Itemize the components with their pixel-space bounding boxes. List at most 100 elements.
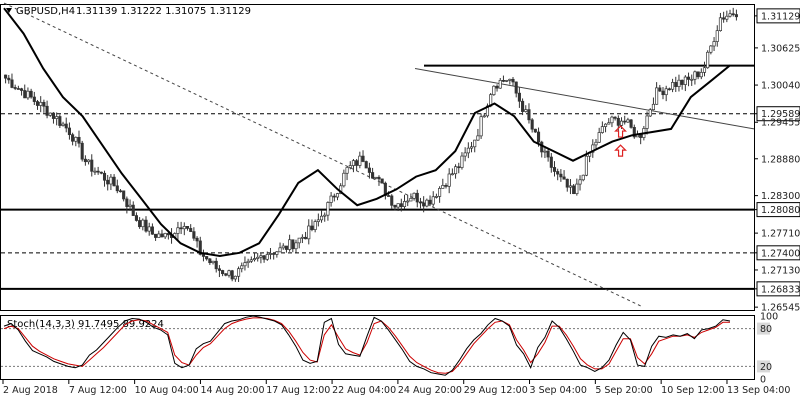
candle-body: [645, 115, 649, 129]
candle-body: [166, 233, 170, 236]
candle-body: [20, 88, 24, 91]
candle-body: [514, 81, 518, 94]
candle-body: [157, 233, 161, 238]
time-tick-label: 3 Sep 04:00: [530, 385, 587, 396]
time-tick-label: 17 Aug 12:00: [266, 385, 330, 396]
candle-body: [390, 195, 394, 206]
candle-body: [342, 172, 346, 187]
candle-body: [128, 204, 132, 207]
candle-body: [718, 17, 722, 32]
candle-body: [495, 85, 499, 89]
candle-body: [227, 270, 231, 276]
candle-body: [265, 254, 269, 260]
candle-body: [715, 30, 719, 42]
candle-body: [706, 51, 710, 69]
candle-body: [233, 275, 237, 280]
candle-body: [447, 173, 451, 187]
candle-body: [32, 96, 36, 102]
candle-body: [607, 122, 611, 125]
candle-body: [600, 126, 604, 133]
candle-body: [332, 195, 336, 198]
candle-body: [201, 254, 206, 257]
candle-body: [396, 203, 400, 208]
candle-body: [422, 202, 426, 207]
candle-body: [147, 226, 151, 232]
price-tick-label: 1.30040: [761, 81, 800, 92]
candle-body: [418, 201, 423, 204]
candle-body: [725, 15, 729, 20]
price-tick-label: 1.30625: [761, 43, 800, 54]
candle-body: [434, 196, 438, 198]
candle-body: [552, 167, 557, 172]
candle-body: [48, 112, 52, 116]
candle-body: [380, 178, 384, 184]
candle-body: [176, 227, 180, 234]
candle-body: [680, 79, 684, 85]
candle-body: [492, 85, 496, 96]
time-tick-label: 2 Aug 2018: [3, 385, 58, 396]
candle-body: [217, 268, 221, 271]
candle-body: [473, 139, 477, 148]
candle-body: [734, 14, 738, 18]
price-tick-label: 1.29589: [761, 109, 800, 120]
time-tick-label: 13 Sep 04:00: [727, 385, 790, 396]
candle-body: [224, 273, 228, 276]
price-panel-frame: [0, 4, 755, 311]
candle-body: [626, 119, 630, 123]
trend-line: [3, 2, 643, 308]
candle-body: [16, 88, 20, 90]
candle-body: [655, 87, 659, 105]
candle-body: [533, 128, 537, 133]
candle-body: [524, 109, 528, 112]
candle-body: [575, 183, 579, 195]
ohlc-readout: 1.31139 1.31222 1.31075 1.31129: [76, 6, 251, 17]
candlesticks: [4, 7, 738, 282]
candle-body: [67, 127, 71, 136]
candle-body: [355, 160, 359, 166]
candle-body: [693, 71, 697, 80]
collapse-triangle-icon[interactable]: [6, 8, 12, 13]
candle-body: [454, 166, 458, 175]
candle-body: [345, 167, 349, 174]
stoch-main-line: [3, 315, 731, 376]
price-label-box: [756, 245, 800, 261]
candle-body: [208, 258, 212, 264]
candle-body: [163, 233, 167, 238]
candle-body: [661, 90, 665, 96]
stoch-tick-label: 0: [760, 375, 766, 386]
moving-average: [3, 7, 731, 258]
candle-body: [316, 219, 320, 222]
candle-body: [71, 134, 75, 142]
candle-body: [214, 260, 218, 270]
candle-body: [540, 141, 544, 153]
price-tick-label: 1.27130: [761, 265, 800, 276]
candle-body: [393, 204, 397, 208]
candle-body: [527, 109, 531, 121]
candle-body: [259, 255, 263, 258]
price-tick-label: 1.27400: [761, 248, 800, 259]
candle-body: [118, 190, 123, 193]
price-tick-label: 1.29455: [761, 118, 800, 129]
candle-body: [150, 226, 154, 235]
candle-body: [722, 17, 726, 20]
candle-body: [182, 226, 186, 230]
candle-body: [367, 167, 371, 173]
candle-body: [501, 80, 505, 82]
price-tick-label: 1.26545: [761, 303, 800, 314]
candle-body: [364, 161, 368, 169]
candle-body: [240, 265, 244, 270]
candle-body: [189, 228, 193, 232]
candle-body: [559, 173, 563, 178]
candle-body: [581, 174, 585, 181]
candle-body: [431, 196, 435, 205]
candle-body: [179, 227, 183, 230]
candle-body: [597, 132, 601, 143]
candle-body: [4, 74, 8, 79]
candle-body: [677, 79, 681, 87]
candle-body: [185, 226, 190, 229]
candle-body: [87, 159, 91, 163]
candle-body: [90, 159, 94, 172]
stoch-signal-line: [3, 317, 730, 374]
candle-body: [479, 116, 483, 137]
